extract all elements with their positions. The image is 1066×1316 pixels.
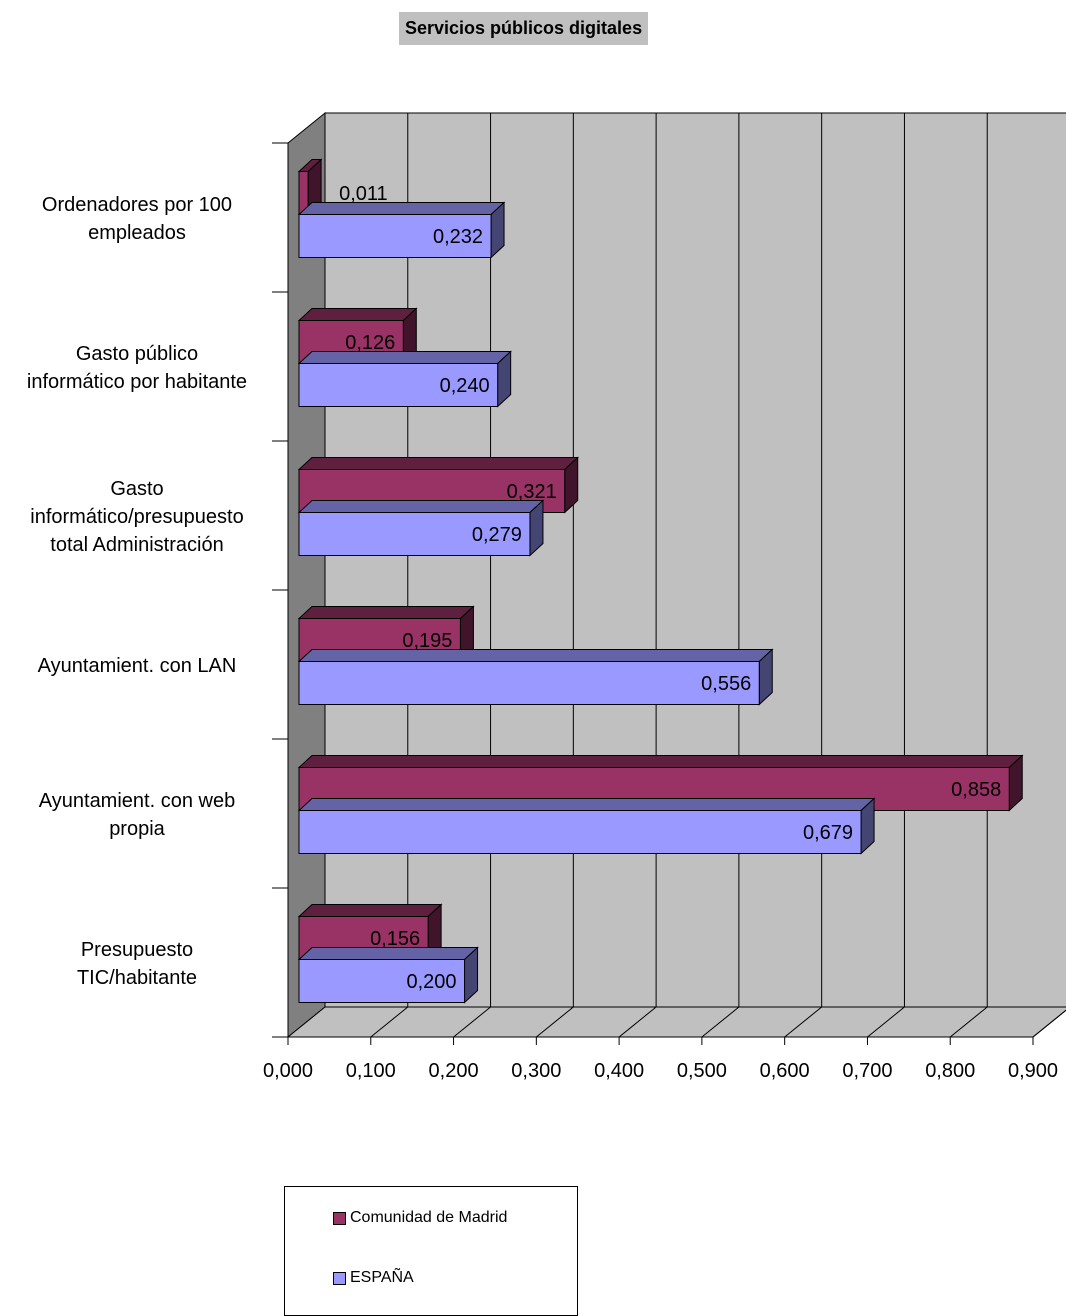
data-label: 0,240 xyxy=(440,375,490,397)
bar xyxy=(298,959,466,1003)
category-label-line: TIC/habitante xyxy=(76,966,198,989)
x-tick-label: 0,700 xyxy=(842,1060,892,1082)
category-label-line: Gasto público xyxy=(75,342,199,365)
category-label: Ordenadores por 100 empleados xyxy=(2,191,272,247)
bar-top-face xyxy=(297,649,774,662)
category-label-line: Presupuesto xyxy=(80,938,194,961)
x-tick-label: 0,400 xyxy=(594,1060,644,1082)
category-label-line: total Administración xyxy=(50,533,224,556)
legend: Comunidad de Madrid ESPAÑA xyxy=(284,1186,578,1316)
floor-gridline xyxy=(1032,1009,1066,1038)
floor-gridline xyxy=(536,1006,574,1038)
data-label: 0,556 xyxy=(701,673,751,695)
floor-gridline xyxy=(784,1006,822,1038)
bar-top-face xyxy=(297,202,506,215)
legend-item-madrid: Comunidad de Madrid xyxy=(333,1209,507,1227)
bar-top-face xyxy=(297,500,545,513)
data-label: 0,011 xyxy=(339,183,388,205)
bar-top-face xyxy=(297,904,443,917)
floor xyxy=(286,1006,1066,1038)
bar-top-face xyxy=(297,308,418,321)
bar-top-face xyxy=(297,947,479,960)
category-label: Ayuntamient. con web propia xyxy=(2,787,272,843)
bar-top-face xyxy=(297,755,1024,768)
data-label: 0,279 xyxy=(472,524,522,546)
x-tick-label: 0,300 xyxy=(511,1060,561,1082)
bar-top-face xyxy=(297,457,579,470)
category-label-line: Ordenadores por 100 xyxy=(41,193,233,216)
floor-gridline xyxy=(949,1006,988,1038)
back-wall xyxy=(324,112,1066,1008)
data-label: 0,200 xyxy=(406,971,456,993)
category-label: Gasto público informático por habitante xyxy=(2,340,272,396)
data-label: 0,195 xyxy=(402,630,452,652)
category-label: Ayuntamient. con LAN xyxy=(2,652,272,680)
bar xyxy=(298,214,492,258)
category-label: Presupuesto TIC/habitante xyxy=(2,936,272,992)
legend-swatch-madrid xyxy=(333,1211,346,1225)
data-label: 0,232 xyxy=(433,226,483,248)
legend-swatch-espana xyxy=(333,1271,346,1285)
category-label-line: informático por habitante xyxy=(26,370,248,393)
data-label: 0,321 xyxy=(507,481,557,503)
floor-gridline xyxy=(701,1006,740,1038)
legend-label-espana: ESPAÑA xyxy=(350,1269,414,1286)
floor-gridline xyxy=(453,1006,491,1038)
data-label: 0,156 xyxy=(370,928,420,950)
chart-title: Servicios públicos digitales xyxy=(399,12,649,45)
x-tick-label: 0,600 xyxy=(760,1060,810,1082)
data-label: 0,679 xyxy=(803,822,853,844)
x-tick-label: 0,500 xyxy=(677,1060,727,1082)
x-tick-label: 0,900 xyxy=(1008,1060,1058,1082)
data-label: 0,126 xyxy=(345,332,395,354)
bar-top-face xyxy=(297,606,475,619)
category-label-line: Gasto xyxy=(110,477,164,500)
bar xyxy=(298,363,499,407)
floor-gridline xyxy=(370,1006,409,1038)
category-label-line: Ayuntamient. con web xyxy=(38,789,236,812)
category-label-line: empleados xyxy=(88,221,186,244)
bar-top-face xyxy=(297,798,876,811)
x-tick-label: 0,000 xyxy=(263,1060,313,1082)
category-label: Gasto informático/presupuesto total Admini… xyxy=(2,475,272,559)
category-label-line: Ayuntamient. con LAN xyxy=(37,654,237,677)
x-tick-label: 0,200 xyxy=(429,1060,479,1082)
legend-item-espana: ESPAÑA xyxy=(333,1269,414,1287)
data-label: 0,858 xyxy=(951,779,1001,801)
category-label-line: informático/presupuesto xyxy=(30,505,244,528)
bar xyxy=(298,661,760,705)
legend-label-madrid: Comunidad de Madrid xyxy=(350,1209,508,1226)
bar xyxy=(298,810,862,854)
x-tick-label: 0,100 xyxy=(346,1060,396,1082)
bar xyxy=(298,512,531,556)
category-label-line: propia xyxy=(109,817,165,840)
bar-top-face xyxy=(297,351,512,364)
floor-gridline xyxy=(618,1006,657,1038)
x-tick-label: 0,800 xyxy=(925,1060,975,1082)
floor-gridline xyxy=(867,1006,905,1038)
